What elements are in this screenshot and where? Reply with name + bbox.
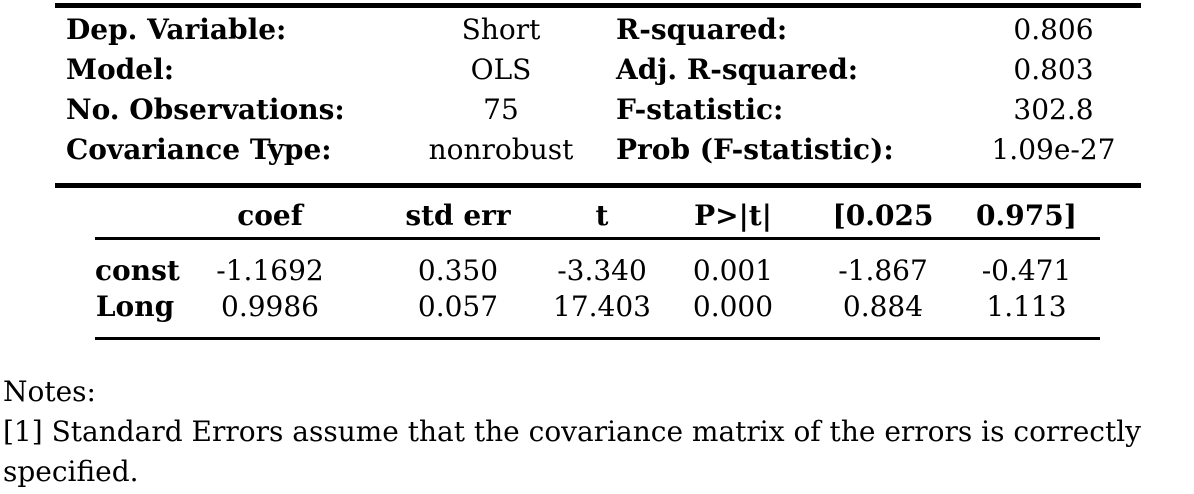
dep-variable-value: Short — [461, 13, 541, 46]
header-p-value: P>|t| — [694, 199, 772, 232]
row-label-const: const — [95, 254, 180, 287]
header-t: t — [595, 199, 609, 232]
const-coef-value: -1.1692 — [216, 254, 324, 287]
header-std-err: std err — [405, 199, 511, 232]
header-empty — [95, 195, 175, 237]
long-ci-high-value: 1.113 — [986, 290, 1067, 323]
model-info-section: Dep. Variable: Short R-squared: 0.806 Mo… — [55, 10, 1141, 170]
const-ci-high-value: -0.471 — [981, 254, 1072, 287]
adj-r-squared-value: 0.803 — [1013, 53, 1094, 86]
coef-header-rule — [95, 237, 1100, 240]
long-ci-low-value: 0.884 — [842, 290, 924, 323]
coef-table-header-row: coef std err t P>|t| [0.025 0.975] — [95, 195, 1100, 237]
prob-f-statistic-label: Prob (F-statistic): — [616, 133, 894, 166]
notes-title: Notes: — [3, 375, 96, 408]
coef-row-long: Long 0.9986 0.057 17.403 0.000 0.884 1.1… — [95, 289, 1100, 325]
covariance-type-label: Covariance Type: — [66, 133, 332, 166]
model-label: Model: — [66, 53, 175, 86]
notes-section: Notes: [1] Standard Errors assume that t… — [3, 372, 1193, 492]
coef-row-const: const -1.1692 0.350 -3.340 0.001 -1.867 … — [95, 253, 1100, 289]
long-p-value: 0.000 — [692, 290, 774, 323]
no-observations-value: 75 — [483, 93, 519, 126]
mid-rule — [55, 183, 1141, 188]
prob-f-statistic-value: 1.09e-27 — [991, 133, 1116, 166]
const-p-value: 0.001 — [692, 254, 774, 287]
r-squared-value: 0.806 — [1013, 13, 1094, 46]
no-observations-label: No. Observations: — [66, 93, 345, 126]
const-ci-low-value: -1.867 — [838, 254, 928, 287]
bottom-rule — [95, 337, 1100, 340]
note-1-line-2: specified. — [3, 455, 139, 488]
header-ci-low: [0.025 — [832, 199, 934, 232]
header-ci-high: 0.975] — [976, 199, 1077, 232]
long-coef-value: 0.9986 — [221, 290, 319, 323]
covariance-type-value: nonrobust — [428, 133, 574, 166]
r-squared-label: R-squared: — [616, 13, 788, 46]
f-statistic-value: 302.8 — [1013, 93, 1094, 126]
note-1-line-1: [1] Standard Errors assume that the cova… — [3, 415, 1141, 448]
dep-variable-label: Dep. Variable: — [66, 13, 287, 46]
adj-r-squared-label: Adj. R-squared: — [616, 53, 859, 86]
top-rule — [55, 3, 1141, 8]
long-t-value: 17.403 — [553, 290, 651, 323]
f-statistic-label: F-statistic: — [616, 93, 784, 126]
header-coef: coef — [237, 199, 303, 232]
row-label-long: Long — [95, 290, 175, 323]
const-t-value: -3.340 — [557, 254, 647, 287]
const-std-err-value: 0.350 — [417, 254, 499, 287]
model-value: OLS — [470, 53, 532, 86]
long-std-err-value: 0.057 — [417, 290, 499, 323]
